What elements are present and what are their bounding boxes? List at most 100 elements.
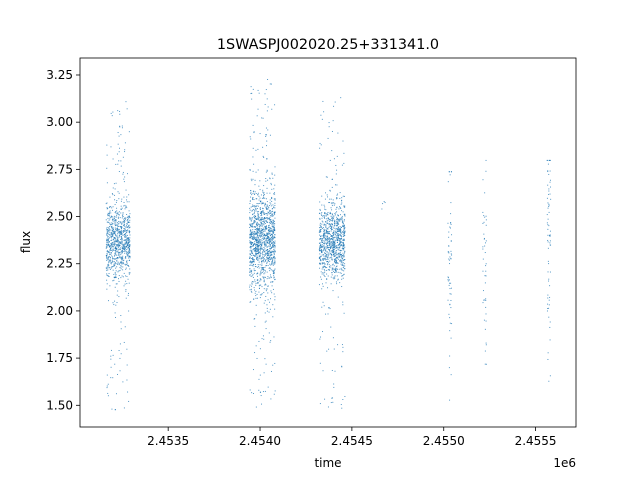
data-point bbox=[331, 259, 333, 261]
data-point bbox=[256, 293, 258, 295]
data-point bbox=[342, 399, 344, 400]
data-point bbox=[106, 234, 108, 236]
data-point bbox=[122, 247, 124, 249]
data-point bbox=[251, 271, 253, 273]
data-point bbox=[322, 266, 324, 268]
data-point bbox=[547, 224, 549, 226]
data-point bbox=[321, 273, 323, 275]
data-point bbox=[256, 218, 258, 220]
data-point bbox=[267, 386, 269, 388]
data-point bbox=[262, 232, 264, 234]
data-point bbox=[256, 228, 257, 230]
data-point bbox=[270, 247, 272, 249]
data-point bbox=[106, 288, 108, 290]
data-point bbox=[271, 261, 273, 263]
data-point bbox=[267, 78, 269, 80]
data-point bbox=[252, 231, 254, 233]
data-point bbox=[112, 280, 114, 282]
data-point bbox=[109, 260, 111, 262]
data-point bbox=[251, 291, 253, 293]
data-point bbox=[126, 264, 128, 266]
data-point bbox=[250, 260, 252, 262]
data-point bbox=[332, 199, 334, 201]
data-point bbox=[321, 246, 323, 248]
data-point bbox=[123, 202, 125, 203]
data-point bbox=[274, 184, 276, 186]
data-point bbox=[343, 312, 345, 314]
data-point bbox=[337, 221, 339, 223]
data-point bbox=[262, 248, 264, 250]
data-point bbox=[267, 249, 269, 251]
data-point bbox=[263, 242, 265, 244]
data-point bbox=[335, 257, 337, 259]
data-point bbox=[117, 373, 119, 375]
data-point bbox=[327, 238, 329, 240]
data-point bbox=[265, 288, 267, 290]
data-point bbox=[126, 246, 128, 248]
data-point bbox=[263, 194, 265, 196]
data-point bbox=[114, 216, 116, 218]
data-point bbox=[549, 234, 551, 236]
data-point bbox=[252, 193, 254, 195]
data-point bbox=[333, 234, 335, 236]
data-point bbox=[122, 252, 124, 254]
data-point bbox=[113, 258, 115, 260]
data-point bbox=[124, 283, 126, 285]
data-point bbox=[337, 240, 339, 242]
data-point bbox=[261, 403, 263, 405]
data-point bbox=[340, 272, 342, 274]
data-point bbox=[113, 276, 115, 278]
data-point bbox=[250, 264, 252, 266]
data-point bbox=[120, 134, 122, 136]
data-point bbox=[340, 259, 342, 261]
data-point bbox=[339, 234, 341, 236]
data-point bbox=[259, 284, 261, 286]
data-point bbox=[272, 234, 274, 236]
data-point bbox=[266, 288, 268, 290]
data-point bbox=[319, 147, 321, 149]
data-point bbox=[326, 242, 328, 244]
data-point bbox=[259, 244, 261, 246]
data-point bbox=[270, 398, 272, 400]
data-point bbox=[266, 140, 268, 142]
data-point bbox=[549, 339, 551, 341]
data-point bbox=[266, 232, 268, 234]
data-point bbox=[252, 254, 254, 256]
data-point bbox=[106, 233, 108, 235]
data-point bbox=[121, 230, 123, 232]
data-point bbox=[249, 224, 251, 226]
data-point bbox=[108, 227, 110, 229]
data-point bbox=[119, 370, 121, 372]
data-point bbox=[108, 213, 110, 215]
data-point bbox=[106, 279, 108, 281]
data-point bbox=[263, 222, 265, 224]
data-point bbox=[126, 242, 128, 244]
data-point bbox=[110, 246, 112, 248]
data-point bbox=[341, 236, 343, 238]
data-point bbox=[450, 299, 452, 301]
data-point bbox=[547, 260, 549, 262]
data-point bbox=[334, 271, 336, 273]
data-point bbox=[124, 228, 126, 230]
data-point bbox=[342, 267, 344, 269]
data-point bbox=[267, 237, 269, 239]
data-point bbox=[250, 261, 252, 263]
data-point bbox=[334, 244, 336, 246]
data-point bbox=[120, 251, 122, 253]
data-point bbox=[326, 241, 328, 243]
data-point bbox=[339, 219, 341, 221]
data-point bbox=[109, 253, 111, 255]
data-point bbox=[111, 230, 113, 232]
data-point bbox=[128, 222, 129, 224]
data-point bbox=[324, 252, 326, 254]
data-point bbox=[261, 257, 263, 259]
data-point bbox=[341, 221, 343, 223]
data-point bbox=[322, 259, 324, 261]
data-point bbox=[121, 217, 123, 219]
data-point bbox=[271, 214, 273, 216]
data-point bbox=[323, 111, 325, 113]
data-point bbox=[323, 257, 325, 259]
data-point bbox=[114, 247, 116, 249]
data-point bbox=[333, 215, 335, 217]
data-point bbox=[331, 219, 333, 221]
